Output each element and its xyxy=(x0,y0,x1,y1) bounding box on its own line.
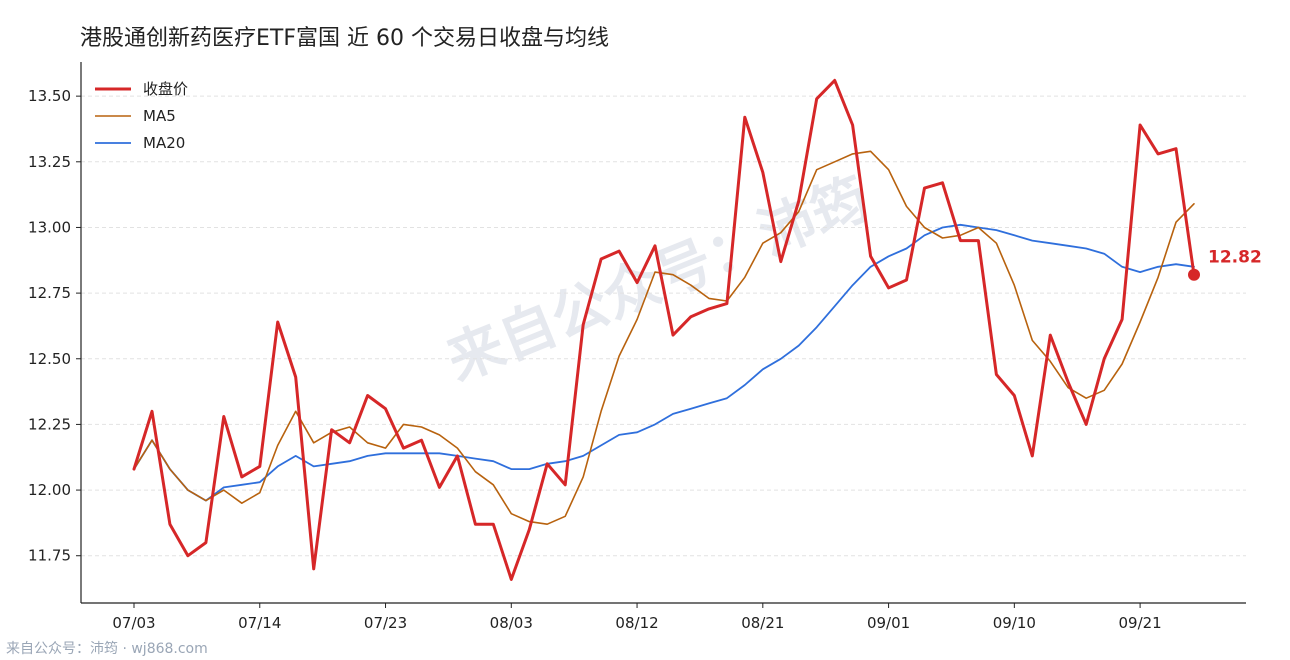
bottom-watermark: 来自公众号：沛筠 · wj868.com xyxy=(6,641,208,657)
last-point-marker xyxy=(1188,268,1200,281)
y-tick-label: 13.00 xyxy=(28,218,71,236)
y-tick-label: 12.25 xyxy=(28,415,71,433)
grid-lines xyxy=(81,95,1246,557)
axes: 11.75 12.00 12.25 12.50 12.75 13.00 13.25 13.50… xyxy=(28,62,1246,632)
y-tick-label: 11.75 xyxy=(28,547,71,565)
x-tick-label: 07/14 xyxy=(238,614,281,632)
series-line-ma5 xyxy=(133,150,1195,526)
x-tick-label: 08/12 xyxy=(615,614,658,632)
y-tick-label: 13.25 xyxy=(28,153,71,171)
legend-label-close: 收盘价 xyxy=(143,80,188,98)
center-watermark: 来自公众号：沛筠 xyxy=(438,166,878,394)
legend: 收盘价 MA5 MA20 xyxy=(95,80,188,152)
y-tick-label: 13.50 xyxy=(28,87,71,105)
last-value-label: 12.82 xyxy=(1208,248,1262,268)
x-tick-label: 09/01 xyxy=(867,614,910,632)
x-tick-label: 07/03 xyxy=(112,614,155,632)
chart-title: 港股通创新药医疗ETF富国 近 60 个交易日收盘与均线 xyxy=(80,26,609,51)
y-tick-label: 12.75 xyxy=(28,284,71,302)
series-line-ma20 xyxy=(133,223,1195,502)
y-tick-label: 12.00 xyxy=(28,481,71,499)
x-tick-label: 09/21 xyxy=(1118,614,1161,632)
legend-label-ma20: MA20 xyxy=(143,134,185,152)
x-tick-label: 09/10 xyxy=(993,614,1036,632)
series-lines xyxy=(132,78,1196,581)
series-line-close xyxy=(132,78,1196,581)
x-tick-label: 08/03 xyxy=(490,614,533,632)
legend-label-ma5: MA5 xyxy=(143,107,176,125)
annotations: 12.82 xyxy=(1188,248,1262,281)
x-tick-label: 07/23 xyxy=(364,614,407,632)
x-tick-label: 08/21 xyxy=(741,614,784,632)
y-tick-label: 12.50 xyxy=(28,350,71,368)
